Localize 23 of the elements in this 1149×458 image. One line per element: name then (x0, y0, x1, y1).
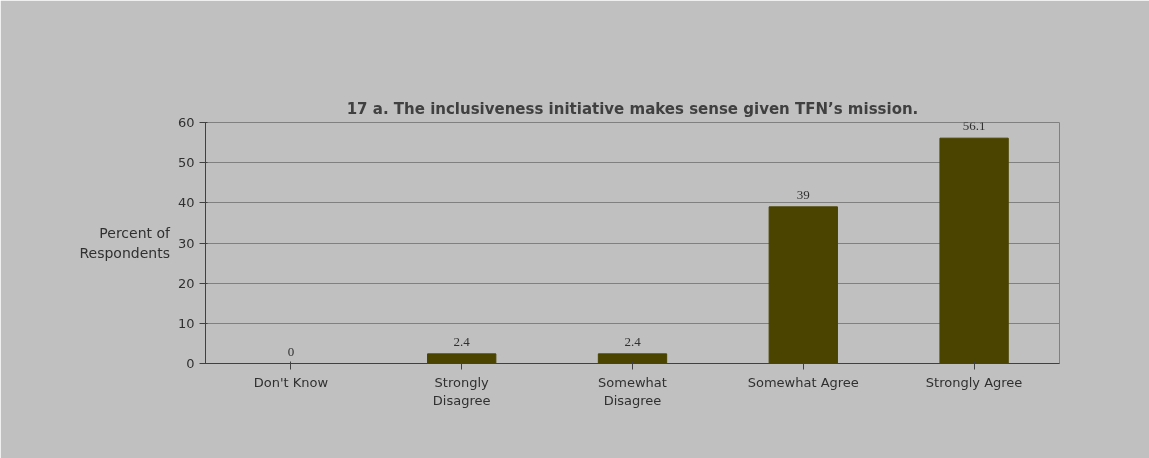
x-tick-label: Somewhat Disagree (598, 374, 667, 408)
data-label: 2.4 (624, 333, 642, 349)
y-tick-label: 40 (177, 195, 195, 211)
y-tick-label: 0 (186, 356, 195, 371)
y-tick-label: 50 (177, 155, 195, 171)
x-tick-label: Strongly Agree (925, 374, 1023, 390)
y-tick-label: 30 (177, 235, 195, 251)
y-axis-title: Percent of Respondents (79, 225, 172, 261)
y-tick-label: 60 (177, 115, 195, 130)
data-label: 39 (796, 186, 810, 202)
y-tick-label: 20 (177, 275, 195, 291)
x-tick-label: Somewhat Agree (747, 374, 859, 390)
y-tick-label: 10 (177, 315, 195, 331)
bar (768, 206, 838, 364)
data-label: 0 (287, 343, 295, 359)
chart-title: 17 a. The inclusiveness initiative makes sense given TFN’s mission. (346, 99, 919, 118)
x-tick-label: Strongly Disagree (432, 374, 491, 408)
data-label: 56.1 (962, 118, 986, 134)
bar (939, 137, 1009, 364)
bar (427, 353, 497, 364)
data-label: 2.4 (453, 333, 471, 349)
x-tick-label: Don't Know (253, 374, 329, 390)
bar (597, 353, 668, 364)
